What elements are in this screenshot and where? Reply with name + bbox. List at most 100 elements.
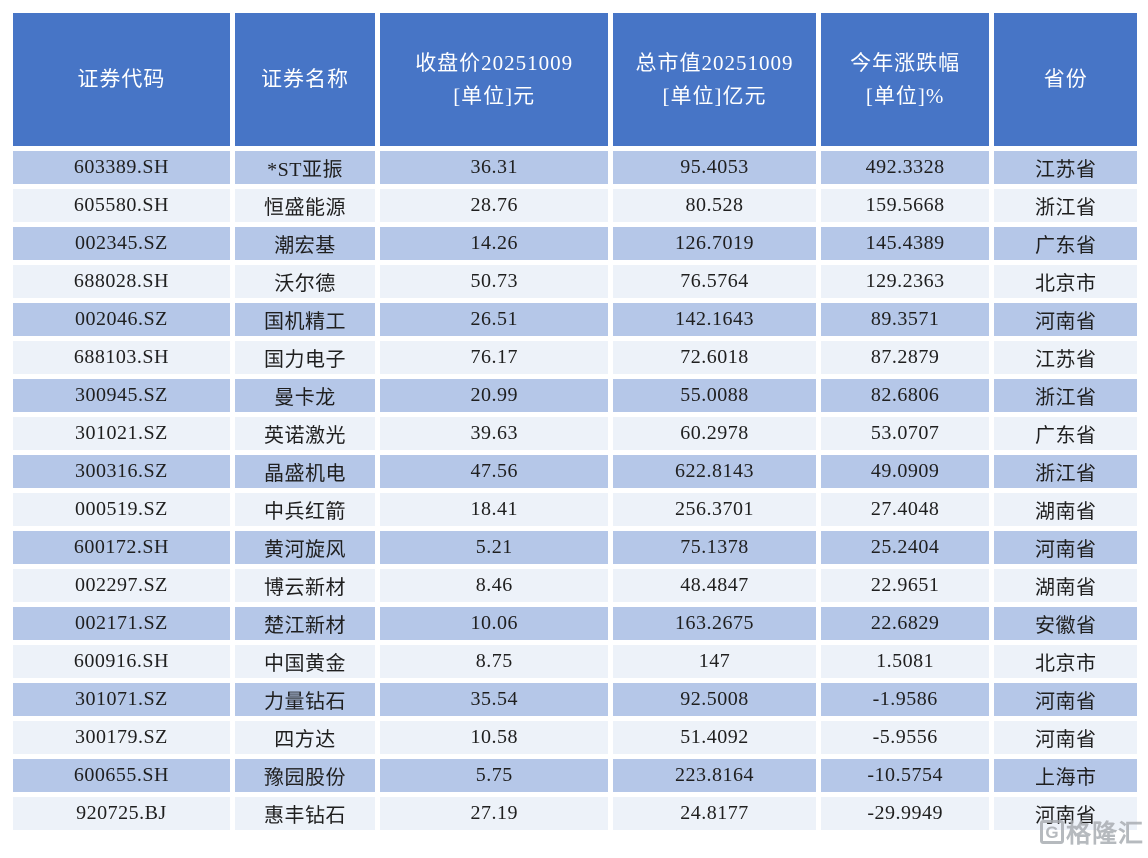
table-row: 600916.SH 中国黄金 8.75 147 1.5081 北京市 — [13, 645, 1137, 678]
cell-code: 002171.SZ — [13, 607, 230, 640]
cell-name: 力量钻石 — [234, 683, 376, 716]
cell-close: 5.75 — [380, 759, 609, 792]
cell-name: 中国黄金 — [234, 645, 376, 678]
cell-code: 600172.SH — [13, 531, 230, 564]
table-row: 002297.SZ 博云新材 8.46 48.4847 22.9651 湖南省 — [13, 569, 1137, 602]
table-row: 600655.SH 豫园股份 5.75 223.8164 -10.5754 上海市 — [13, 759, 1137, 792]
table-row: 603389.SH *ST亚振 36.31 95.4053 492.3328 江苏省 — [13, 151, 1137, 184]
cell-change: 87.2879 — [820, 341, 990, 374]
table-body: 603389.SH *ST亚振 36.31 95.4053 492.3328 江苏省 605… — [13, 151, 1137, 830]
cell-province: 河南省 — [994, 531, 1137, 564]
cell-mktcap: 92.5008 — [613, 683, 816, 716]
cell-close: 36.31 — [380, 151, 609, 184]
cell-province: 河南省 — [994, 303, 1137, 336]
cell-code: 688028.SH — [13, 265, 230, 298]
cell-mktcap: 76.5764 — [613, 265, 816, 298]
cell-name: 潮宏基 — [234, 227, 376, 260]
cell-province: 河南省 — [994, 683, 1137, 716]
cell-code: 002345.SZ — [13, 227, 230, 260]
cell-change: 22.6829 — [820, 607, 990, 640]
table-row: 688028.SH 沃尔德 50.73 76.5764 129.2363 北京市 — [13, 265, 1137, 298]
cell-close: 10.06 — [380, 607, 609, 640]
cell-code: 600916.SH — [13, 645, 230, 678]
cell-close: 27.19 — [380, 797, 609, 830]
cell-province: 江苏省 — [994, 341, 1137, 374]
cell-mktcap: 72.6018 — [613, 341, 816, 374]
cell-name: 楚江新材 — [234, 607, 376, 640]
cell-name: 曼卡龙 — [234, 379, 376, 412]
cell-change: 49.0909 — [820, 455, 990, 488]
cell-mktcap: 147 — [613, 645, 816, 678]
cell-change: 492.3328 — [820, 151, 990, 184]
cell-close: 14.26 — [380, 227, 609, 260]
cell-name: 四方达 — [234, 721, 376, 754]
cell-change: -1.9586 — [820, 683, 990, 716]
cell-province: 湖南省 — [994, 569, 1137, 602]
cell-name: 豫园股份 — [234, 759, 376, 792]
cell-close: 5.21 — [380, 531, 609, 564]
cell-code: 301021.SZ — [13, 417, 230, 450]
cell-code: 002046.SZ — [13, 303, 230, 336]
cell-change: 159.5668 — [820, 189, 990, 222]
cell-close: 28.76 — [380, 189, 609, 222]
cell-mktcap: 80.528 — [613, 189, 816, 222]
cell-mktcap: 60.2978 — [613, 417, 816, 450]
cell-name: 晶盛机电 — [234, 455, 376, 488]
table-row: 002171.SZ 楚江新材 10.06 163.2675 22.6829 安徽省 — [13, 607, 1137, 640]
cell-code: 688103.SH — [13, 341, 230, 374]
cell-change: 82.6806 — [820, 379, 990, 412]
cell-name: 黄河旋风 — [234, 531, 376, 564]
column-header-code: 证券代码 — [13, 13, 230, 146]
cell-close: 8.75 — [380, 645, 609, 678]
table-row: 920725.BJ 惠丰钻石 27.19 24.8177 -29.9949 河南省 — [13, 797, 1137, 830]
column-header-name: 证券名称 — [234, 13, 376, 146]
cell-mktcap: 142.1643 — [613, 303, 816, 336]
column-header-mktcap: 总市值20251009 [单位]亿元 — [613, 13, 816, 146]
cell-code: 920725.BJ — [13, 797, 230, 830]
cell-code: 301071.SZ — [13, 683, 230, 716]
cell-change: 25.2404 — [820, 531, 990, 564]
cell-close: 18.41 — [380, 493, 609, 526]
cell-mktcap: 24.8177 — [613, 797, 816, 830]
cell-name: 恒盛能源 — [234, 189, 376, 222]
cell-code: 300316.SZ — [13, 455, 230, 488]
cell-code: 603389.SH — [13, 151, 230, 184]
cell-close: 76.17 — [380, 341, 609, 374]
cell-name: 博云新材 — [234, 569, 376, 602]
cell-close: 8.46 — [380, 569, 609, 602]
cell-province: 广东省 — [994, 227, 1137, 260]
column-header-close: 收盘价20251009 [单位]元 — [380, 13, 609, 146]
cell-close: 50.73 — [380, 265, 609, 298]
cell-mktcap: 622.8143 — [613, 455, 816, 488]
cell-province: 广东省 — [994, 417, 1137, 450]
cell-province: 北京市 — [994, 265, 1137, 298]
cell-province: 北京市 — [994, 645, 1137, 678]
table-row: 300316.SZ 晶盛机电 47.56 622.8143 49.0909 浙江省 — [13, 455, 1137, 488]
cell-mktcap: 48.4847 — [613, 569, 816, 602]
table-row: 300179.SZ 四方达 10.58 51.4092 -5.9556 河南省 — [13, 721, 1137, 754]
cell-mktcap: 51.4092 — [613, 721, 816, 754]
stock-table: 证券代码 证券名称 收盘价20251009 [单位]元 总市值20251009 [单位… — [8, 8, 1142, 835]
cell-close: 35.54 — [380, 683, 609, 716]
cell-close: 47.56 — [380, 455, 609, 488]
cell-name: 沃尔德 — [234, 265, 376, 298]
cell-mktcap: 55.0088 — [613, 379, 816, 412]
cell-close: 20.99 — [380, 379, 609, 412]
cell-province: 安徽省 — [994, 607, 1137, 640]
cell-province: 湖南省 — [994, 493, 1137, 526]
cell-name: 国机精工 — [234, 303, 376, 336]
cell-change: 27.4048 — [820, 493, 990, 526]
cell-change: -5.9556 — [820, 721, 990, 754]
cell-province: 浙江省 — [994, 189, 1137, 222]
cell-change: 22.9651 — [820, 569, 990, 602]
cell-code: 002297.SZ — [13, 569, 230, 602]
cell-code: 000519.SZ — [13, 493, 230, 526]
cell-change: 89.3571 — [820, 303, 990, 336]
cell-mktcap: 126.7019 — [613, 227, 816, 260]
cell-code: 600655.SH — [13, 759, 230, 792]
table-row: 600172.SH 黄河旋风 5.21 75.1378 25.2404 河南省 — [13, 531, 1137, 564]
header-row: 证券代码 证券名称 收盘价20251009 [单位]元 总市值20251009 [单位… — [13, 13, 1137, 146]
table-row: 301071.SZ 力量钻石 35.54 92.5008 -1.9586 河南省 — [13, 683, 1137, 716]
table-row: 605580.SH 恒盛能源 28.76 80.528 159.5668 浙江省 — [13, 189, 1137, 222]
cell-province: 江苏省 — [994, 151, 1137, 184]
